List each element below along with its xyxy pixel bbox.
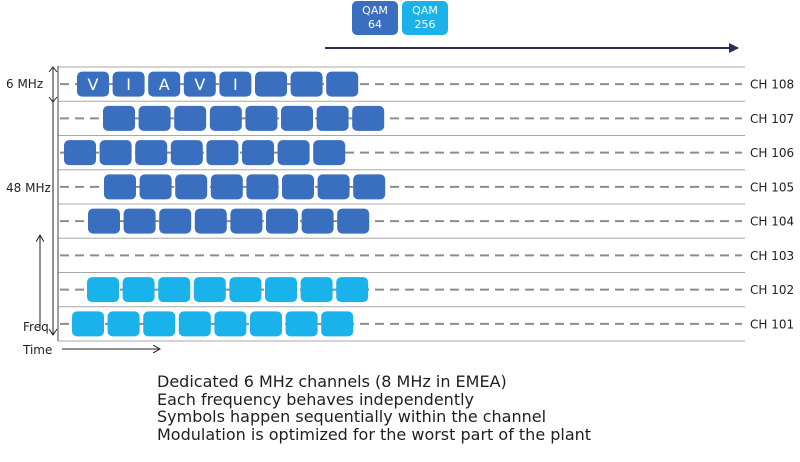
channel-labels: CH 108 CH 107 CH 106 CH 105 CH 104 CH 103 CH 1… <box>750 78 794 332</box>
symbol-block <box>326 71 359 97</box>
symbol-block <box>135 140 168 166</box>
qam256-label: QAM <box>412 4 438 17</box>
symbol-block <box>139 174 172 200</box>
symbol-block <box>313 140 346 166</box>
symbol-letter: A <box>159 75 170 94</box>
symbol-block <box>122 277 155 303</box>
symbol-block <box>158 277 191 303</box>
caption-line: Symbols happen sequentially within the c… <box>157 407 547 426</box>
symbol-block <box>277 140 310 166</box>
symbol-block <box>290 71 323 97</box>
symbol-block <box>214 311 247 337</box>
symbol-block <box>316 105 349 131</box>
total-width-label: 48 MHz <box>6 181 51 195</box>
symbol-block <box>112 71 145 97</box>
symbol-block <box>337 208 370 234</box>
symbol-block <box>281 105 313 131</box>
symbol-block <box>265 277 297 303</box>
symbol-block <box>123 208 156 234</box>
channel-label: CH 107 <box>750 112 794 126</box>
symbol-block <box>242 140 274 166</box>
symbol-block <box>99 140 132 166</box>
symbol-block <box>300 277 333 303</box>
symbol-block <box>88 208 120 234</box>
symbol-block <box>230 208 263 234</box>
symbol-letter: I <box>126 75 131 94</box>
channel-label: CH 105 <box>750 180 794 194</box>
symbol-block <box>353 174 386 200</box>
caption-line: Dedicated 6 MHz channels (8 MHz in EMEA) <box>157 372 507 391</box>
channel-label: CH 108 <box>750 78 794 92</box>
total-width-bracket-arrow <box>48 328 58 336</box>
symbol-block <box>285 311 318 337</box>
channel-label: CH 101 <box>750 317 794 331</box>
symbol-block <box>206 140 239 166</box>
symbol-block <box>282 174 314 200</box>
symbol-block <box>246 174 279 200</box>
channel-label: CH 102 <box>750 283 794 297</box>
symbol-block <box>336 277 369 303</box>
qam256-legend-badge: QAM 256 <box>402 1 448 35</box>
symbol-letter: V <box>88 75 99 94</box>
symbol-block <box>255 71 287 97</box>
symbol-block <box>159 208 192 234</box>
symbol-block <box>229 277 262 303</box>
freq-axis-label: Freq <box>23 320 49 334</box>
symbol-block <box>250 311 282 337</box>
qam64-label: QAM <box>362 4 388 17</box>
caption-line: Each frequency behaves independently <box>157 389 475 409</box>
symbol-block <box>174 105 207 131</box>
symbol-block <box>266 208 298 234</box>
qam64-order: 64 <box>368 18 382 31</box>
symbol-block <box>148 71 181 97</box>
caption: Dedicated 6 MHz channels (8 MHz in EMEA)… <box>157 373 591 443</box>
symbol-block <box>103 105 135 131</box>
symbol-block <box>210 174 243 200</box>
channel-label: CH 103 <box>750 249 794 263</box>
symbol-block <box>321 311 354 337</box>
symbol-block <box>352 105 385 131</box>
symbol-block <box>219 71 252 97</box>
qam256-order: 256 <box>414 18 436 31</box>
symbol-letter: V <box>194 75 205 94</box>
symbol-block <box>64 140 96 166</box>
symbol-block <box>170 140 203 166</box>
symbol-block <box>209 105 242 131</box>
symbol-block <box>87 277 119 303</box>
channel-width-label: 6 MHz <box>6 77 43 91</box>
symbol-block <box>194 208 227 234</box>
symbol-block <box>175 174 208 200</box>
symbol-letter: I <box>233 75 238 94</box>
time-axis-label: Time <box>22 343 52 357</box>
qam64-legend-badge: QAM 64 <box>352 1 398 35</box>
symbol-block <box>178 311 211 337</box>
channel-label: CH 106 <box>750 146 794 160</box>
symbol-block <box>72 311 104 337</box>
symbol-block <box>317 174 350 200</box>
symbol-block <box>193 277 226 303</box>
channel-width-bracket-top-arrow <box>48 66 58 73</box>
channel-label: CH 104 <box>750 215 794 229</box>
symbol-block <box>107 311 140 337</box>
symbol-block <box>138 105 171 131</box>
caption-line: Modulation is optimized for the worst pa… <box>157 424 592 444</box>
symbol-block <box>77 71 109 97</box>
symbol-block <box>143 311 176 337</box>
symbol-block <box>183 71 216 97</box>
symbol-block <box>301 208 334 234</box>
symbol-block <box>104 174 136 200</box>
symbol-block <box>245 105 278 131</box>
